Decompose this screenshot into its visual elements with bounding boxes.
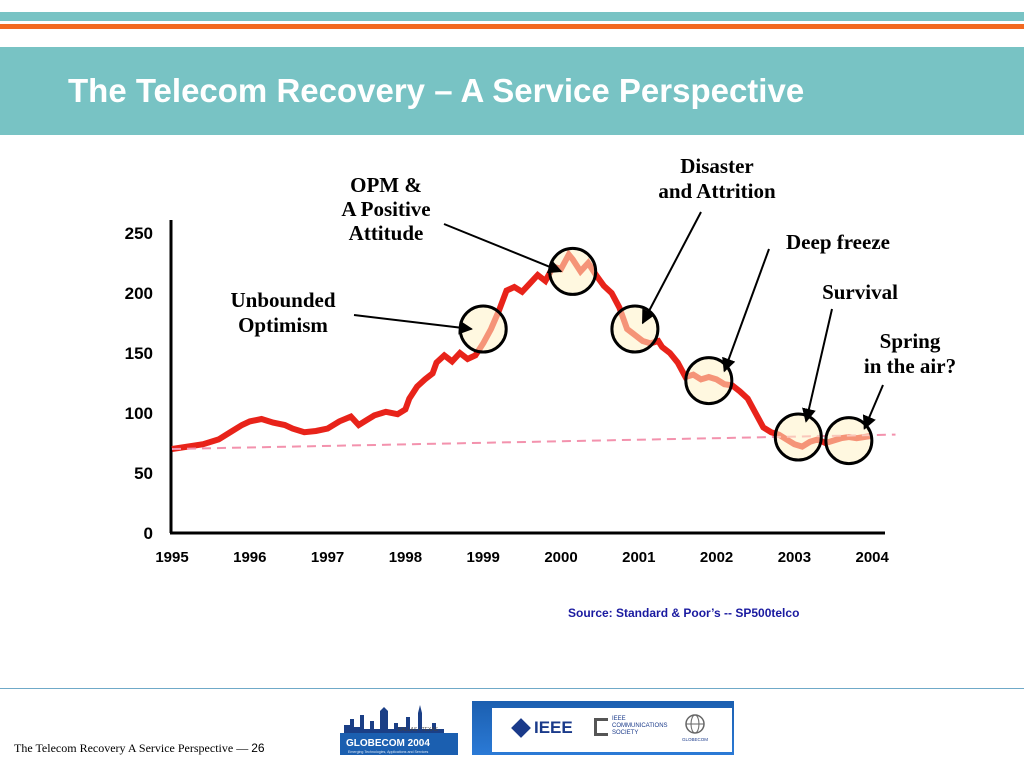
- highlight-circle: [773, 412, 823, 462]
- annotation-label: Spring in the air?: [864, 329, 956, 378]
- annotation-arrow: [443, 223, 563, 274]
- comsoc-line-3: SOCIETY: [612, 730, 639, 736]
- y-tick-label: 50: [134, 464, 153, 483]
- ieee-logo: IEEE: [511, 716, 573, 740]
- index-series-line: [171, 249, 873, 452]
- slide-title: The Telecom Recovery – A Service Perspec…: [68, 72, 805, 109]
- globecom-name: GLOBECOM 2004: [346, 738, 430, 749]
- annotation-arrow: [641, 211, 702, 325]
- globecom-logo: DALLAS • TEXAS GLOBECOM 2004 Emerging Te…: [340, 705, 458, 755]
- x-tick-label: 2004: [856, 549, 890, 566]
- comsoc-line-1: IEEE: [612, 716, 626, 722]
- footer-title: The Telecom Recovery A Service Perspecti…: [14, 741, 249, 755]
- page-number: 26: [251, 741, 265, 755]
- y-tick-label: 0: [144, 524, 153, 543]
- x-tick-label: 2003: [778, 549, 811, 566]
- annotation-label: Deep freeze: [786, 230, 890, 254]
- highlight-circle: [610, 304, 660, 354]
- globe-caption: GLOBECOM: [682, 737, 708, 742]
- annotation-arrow: [353, 314, 473, 335]
- highlight-circle: [548, 246, 598, 296]
- x-tick-label: 2002: [700, 549, 733, 566]
- annotation-arrow: [722, 248, 770, 373]
- ieee-diamond-icon: [511, 718, 531, 738]
- x-tick-label: 1996: [233, 549, 266, 566]
- y-tick-label: 150: [125, 344, 153, 363]
- annotation-line: A Positive: [341, 197, 430, 221]
- comsoc-line-2: COMMUNICATIONS: [612, 723, 668, 729]
- comsoc-mark-icon: [594, 717, 608, 736]
- globecom-tagline: Emerging Technologies, Applications and …: [348, 750, 428, 754]
- source-note: Source: Standard & Poor’s -- SP500telco: [568, 606, 800, 620]
- annotation-line: Attitude: [349, 221, 424, 245]
- ieee-logo-text: IEEE: [534, 718, 573, 737]
- x-tick-label: 1997: [311, 549, 344, 566]
- x-tick-label: 2000: [544, 549, 577, 566]
- annotation-line: Deep freeze: [786, 230, 890, 254]
- annotation-arrow: [802, 308, 833, 423]
- globe-icon: GLOBECOM: [682, 714, 708, 742]
- highlight-circle: [824, 416, 874, 466]
- x-tick-label: 2001: [622, 549, 655, 566]
- top-orange-stripe: [0, 24, 1024, 29]
- globecom-location: DALLAS • TEXAS: [398, 727, 439, 733]
- footer-label: The Telecom Recovery A Service Perspecti…: [14, 741, 265, 756]
- x-tick-label: 1998: [389, 549, 422, 566]
- annotation-line: Spring: [880, 329, 941, 353]
- top-teal-stripe: [0, 12, 1024, 21]
- annotation-label: Unbounded Optimism: [230, 288, 335, 337]
- annotation-line: in the air?: [864, 354, 956, 378]
- y-tick-label: 250: [125, 224, 153, 243]
- x-tick-label: 1999: [467, 549, 500, 566]
- y-tick-label: 200: [125, 284, 153, 303]
- highlight-circle: [684, 356, 734, 406]
- footer-divider: [0, 688, 1024, 689]
- annotation-line: Optimism: [238, 313, 328, 337]
- annotation-line: Survival: [822, 280, 898, 304]
- title-band: [0, 47, 1024, 135]
- x-tick-label: 1995: [155, 549, 188, 566]
- annotation-label: Survival: [822, 280, 898, 304]
- comsoc-logo: IEEE COMMUNICATIONS SOCIETY: [594, 716, 672, 737]
- annotation-label: Disaster and Attrition: [658, 154, 776, 203]
- annotation-line: and Attrition: [658, 179, 776, 203]
- annotation-line: Unbounded: [230, 288, 335, 312]
- annotation-label: OPM & A Positive Attitude: [341, 173, 430, 245]
- annotation-line: OPM &: [350, 173, 422, 197]
- y-tick-label: 100: [125, 404, 153, 423]
- annotation-arrow: [862, 384, 884, 430]
- annotation-line: Disaster: [680, 154, 753, 178]
- comsoc-text: IEEE COMMUNICATIONS SOCIETY: [612, 716, 672, 737]
- telecom-index-chart: 0 50 100 150 200 250 1995 1996 1997 1998 1999 2000 2…: [125, 154, 956, 566]
